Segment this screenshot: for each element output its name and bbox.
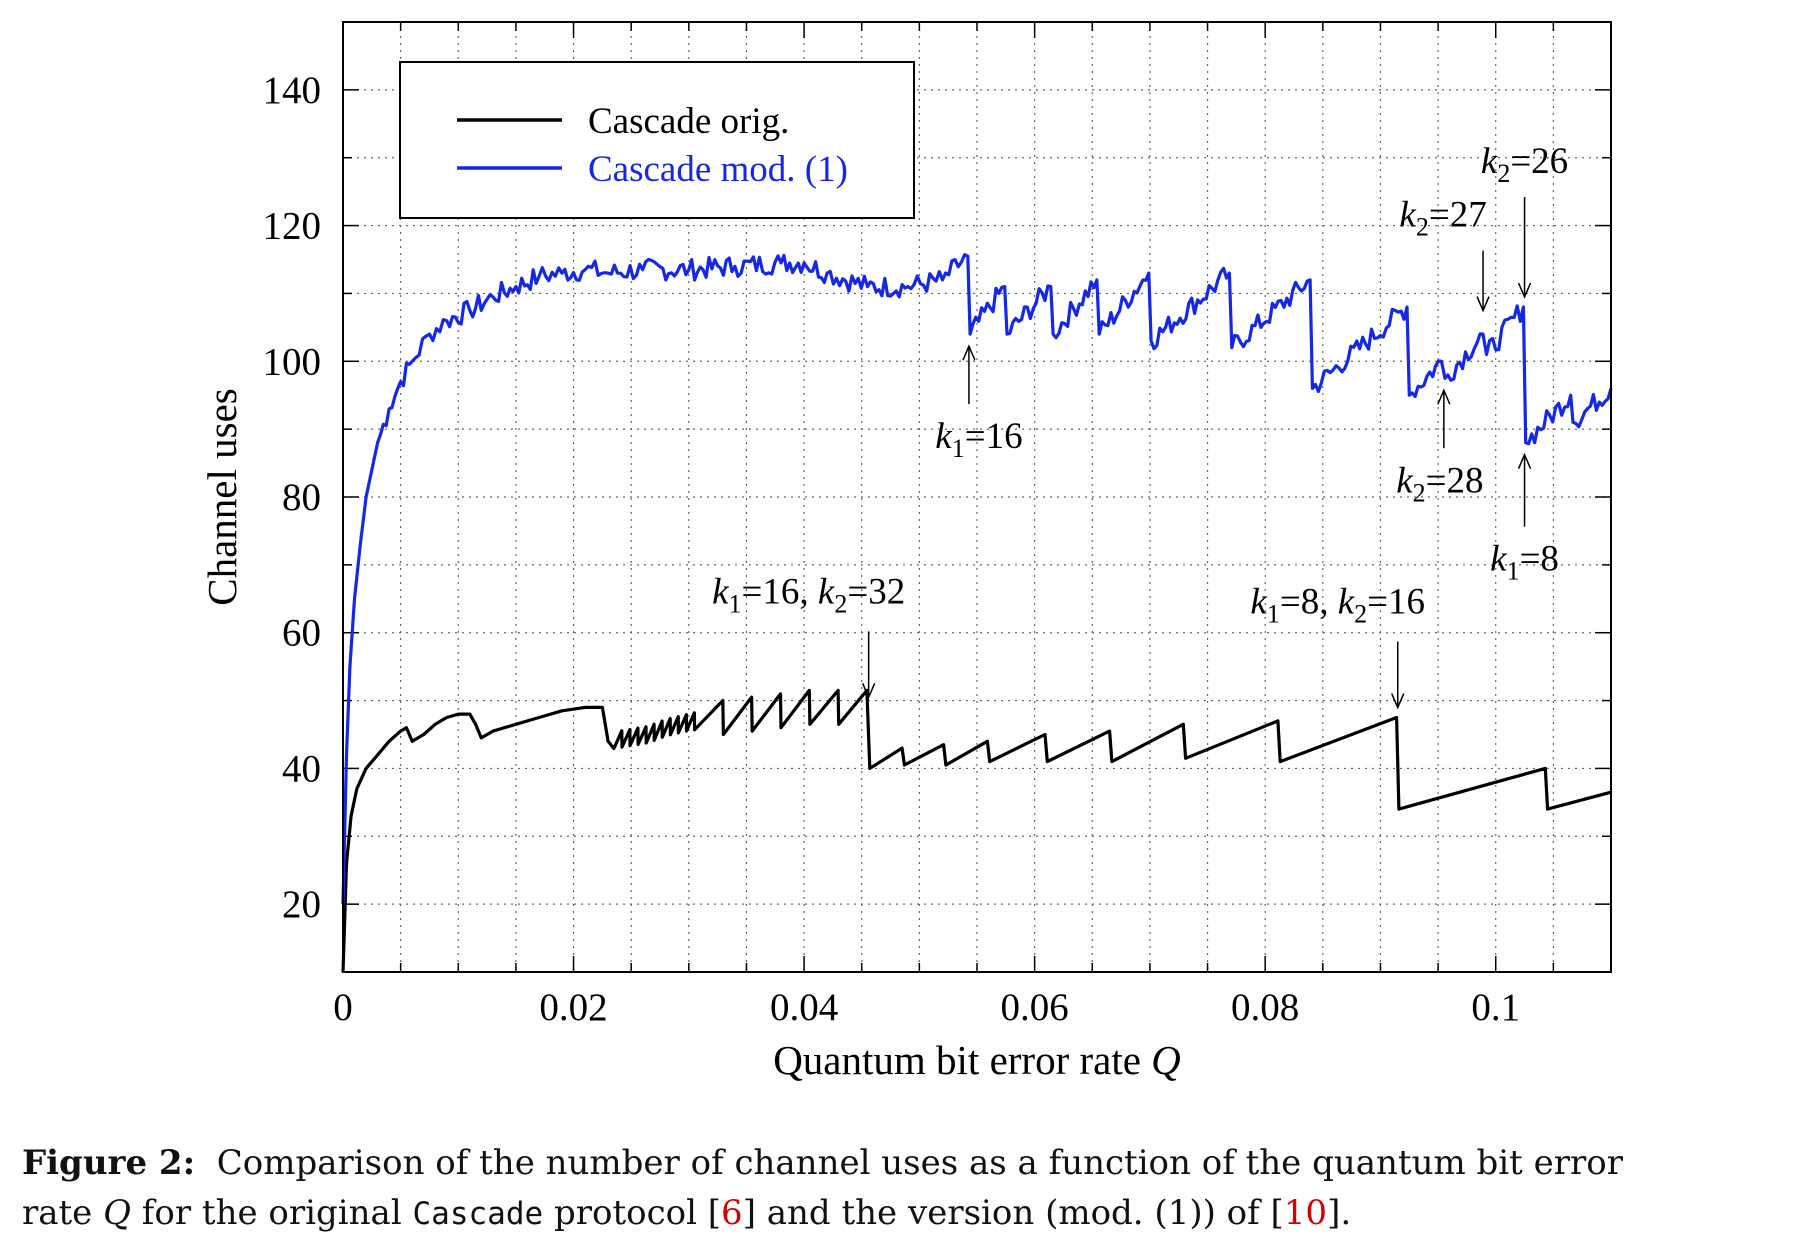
annotation-k: k <box>1399 195 1416 236</box>
annotation-subscript: 1 <box>1267 600 1280 629</box>
annotation-subscript: 2 <box>1416 213 1429 242</box>
x-axis-label: Quantum bit error rate Q <box>773 1037 1181 1083</box>
annotation-label: k2=28 <box>1396 460 1483 507</box>
annotation-text: =16 <box>965 416 1023 457</box>
annotation-k: k <box>1481 141 1498 182</box>
annotation-text: =26 <box>1510 141 1568 182</box>
annotation-k: k <box>1490 539 1507 580</box>
caption-variable: Q <box>103 1193 131 1233</box>
caption-text-2a: rate <box>22 1193 104 1233</box>
annotation-arrow <box>1391 641 1405 710</box>
annotation-arrow <box>861 631 876 700</box>
caption-text-2e: ]. <box>1327 1193 1352 1233</box>
x-tick-label: 0.04 <box>770 986 838 1029</box>
arrow-head <box>861 683 876 700</box>
annotation-text: =27 <box>1429 195 1487 236</box>
line-chart: 0 0.02 0.04 0.06 0.08 0.1 20 40 60 80 100 120 140 Qua… <box>199 21 1613 1083</box>
annotation-label: k1=8 <box>1490 539 1559 586</box>
annotation-subscript: 2 <box>1497 159 1510 188</box>
caption-ref-10[interactable]: 10 <box>1283 1193 1328 1233</box>
annotation-arrow <box>1476 250 1490 313</box>
x-tick-label: 0.1 <box>1471 986 1520 1029</box>
annotation-text: =32 <box>847 571 905 612</box>
annotation-label: k1=8, k2=16 <box>1250 582 1425 629</box>
annotation-k: k <box>1250 582 1267 623</box>
annotation-subscript: 1 <box>729 589 742 618</box>
annotation-text: =28 <box>1426 460 1484 501</box>
caption-text-2b: for the original <box>131 1193 413 1233</box>
y-tick-label: 20 <box>282 883 321 926</box>
plot-frame <box>342 21 1612 973</box>
annotation-subscript: 1 <box>952 434 965 463</box>
annotation-subscript: 2 <box>834 589 847 618</box>
annotation-label: k2=26 <box>1481 141 1568 188</box>
annotation-text: =16 <box>1367 582 1425 623</box>
series-line-cascade-orig <box>341 688 1612 973</box>
annotation-subscript: 2 <box>1354 600 1367 629</box>
arrow-head <box>1476 296 1490 313</box>
annotation-k: k <box>818 571 835 612</box>
arrow-head <box>1517 452 1532 470</box>
y-tick-label: 60 <box>282 612 321 655</box>
y-tick-label: 40 <box>282 747 321 790</box>
annotation-k: k <box>712 571 729 612</box>
legend-label: Cascade orig. <box>588 101 789 142</box>
y-tick-label: 140 <box>263 69 322 112</box>
annotation-arrow <box>1437 388 1451 449</box>
legend-label: Cascade mod. (1) <box>588 149 848 190</box>
caption-ref-6[interactable]: 6 <box>721 1193 743 1233</box>
x-tick-label: 0.06 <box>1001 986 1069 1029</box>
annotation-arrow <box>962 344 976 405</box>
annotation-text: =8, <box>1280 582 1338 623</box>
legend-box <box>399 61 915 219</box>
arrow-head <box>1391 693 1405 710</box>
caption-text-2c: protocol [ <box>543 1193 722 1233</box>
annotation-arrow <box>1517 197 1532 299</box>
arrow-head <box>962 344 976 361</box>
x-tick-label: 0.08 <box>1231 986 1299 1029</box>
arrow-head <box>1517 282 1532 299</box>
annotation-k: k <box>1338 582 1355 623</box>
annotation-text: =16, <box>742 571 818 612</box>
caption-line-2: rate Q for the original Cascade protocol… <box>22 1188 1792 1239</box>
arrow-head <box>1437 388 1451 405</box>
figure-caption: Figure 2: Comparison of the number of ch… <box>22 1138 1792 1239</box>
x-tick-label: 0.02 <box>539 986 607 1029</box>
caption-line-1: Figure 2: Comparison of the number of ch… <box>22 1138 1792 1188</box>
y-tick-label: 80 <box>282 476 321 519</box>
annotation-k: k <box>1396 460 1413 501</box>
annotation-text: =8 <box>1520 539 1559 580</box>
annotation-subscript: 1 <box>1507 557 1520 586</box>
annotation-subscript: 2 <box>1413 478 1426 507</box>
annotation-label: k1=16, k2=32 <box>712 571 905 618</box>
caption-label: Figure 2: <box>22 1143 196 1183</box>
annotation-arrow <box>1517 452 1532 527</box>
caption-text-2d: ] and the version (mod. (1)) of [ <box>742 1193 1284 1233</box>
annotation-label: k2=27 <box>1399 195 1486 242</box>
caption-code: Cascade <box>412 1196 544 1232</box>
annotation-k: k <box>935 416 952 457</box>
caption-text-1: Comparison of the number of channel uses… <box>216 1143 1623 1183</box>
x-axis-label-variable: Q <box>1151 1037 1181 1083</box>
annotation-label: k1=16 <box>935 416 1022 463</box>
y-tick-label: 120 <box>263 205 322 248</box>
x-tick-label: 0 <box>333 986 353 1029</box>
series-line-cascade-mod <box>341 253 1613 905</box>
y-axis-label: Channel uses <box>199 388 245 606</box>
legend: Cascade orig. Cascade mod. (1) <box>399 61 915 219</box>
y-tick-label: 100 <box>263 340 322 383</box>
x-axis-label-text: Quantum bit error rate <box>773 1037 1151 1083</box>
